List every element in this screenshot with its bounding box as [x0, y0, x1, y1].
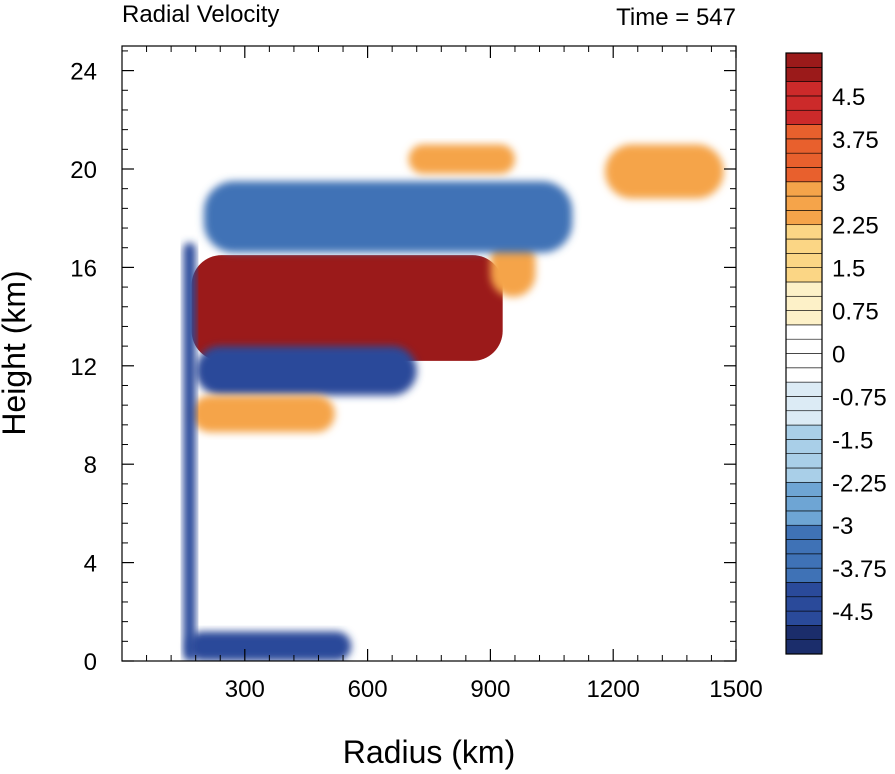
colorbar-bin	[785, 210, 823, 226]
colorbar-bin	[785, 152, 823, 168]
colorbar-bin	[785, 281, 823, 297]
chart-title: Radial Velocity	[122, 1, 279, 28]
colorbar-bin	[785, 310, 823, 326]
colorbar-bin	[785, 253, 823, 268]
colorbar-bin	[785, 109, 823, 125]
colorbar-bin	[785, 524, 823, 540]
colorbar-label: 0.75	[832, 299, 879, 326]
colorbar-label: -4.5	[832, 599, 873, 626]
colorbar-bin	[785, 367, 823, 383]
colorbar-bin	[785, 610, 823, 626]
colorbar-label: -0.75	[832, 384, 887, 411]
y-tick-label: 4	[84, 551, 97, 578]
colorbar-bin	[785, 467, 823, 483]
x-axis-label: Radius (km)	[343, 734, 515, 770]
colorbar-bin	[785, 625, 823, 640]
colorbar-bin	[785, 224, 823, 240]
colorbar-bin	[785, 553, 823, 569]
colorbar-bin	[785, 124, 823, 140]
y-tick-label: 20	[70, 157, 97, 184]
colorbar-bin	[785, 195, 823, 211]
x-tick-label: 900	[470, 676, 510, 703]
x-tick-label: 1500	[709, 676, 762, 703]
colorbar-bin	[785, 324, 823, 340]
colorbar-label: -2.25	[832, 470, 887, 497]
x-tick-label: 1200	[587, 676, 640, 703]
colorbar-bin	[785, 539, 823, 555]
colorbar-bin	[785, 410, 823, 426]
axes: 300 600 900 1200 1500 0 4 8 12 16 20 24	[70, 46, 763, 703]
colorbar-bin	[785, 381, 823, 397]
field-feature	[490, 237, 536, 297]
colorbar-bin	[785, 596, 823, 612]
colorbar-bin	[785, 496, 823, 512]
colorbar-bin	[785, 439, 823, 454]
colorbar-bin	[785, 238, 823, 254]
colorbar-label: -3	[832, 513, 853, 540]
colorbar-bin	[785, 295, 823, 311]
y-tick-label: 12	[70, 354, 97, 381]
plot-frame	[121, 45, 737, 662]
colorbar-bin	[785, 95, 823, 111]
y-tick-label: 0	[84, 649, 97, 676]
colorbar-bin	[785, 353, 823, 369]
y-tick-label: 16	[70, 255, 97, 282]
colorbar-bin	[785, 181, 823, 197]
colorbar-bin	[785, 338, 823, 354]
colorbar-label: 3.75	[832, 127, 879, 154]
field-feature	[187, 631, 352, 661]
colorbar-bin	[785, 481, 823, 497]
y-axis-label: Height (km)	[0, 270, 32, 435]
colorbar-label: 4.5	[832, 84, 865, 111]
colorbar-bin	[785, 396, 823, 412]
colorbar-bin	[785, 582, 823, 598]
field-feature	[191, 255, 503, 361]
colorbar-label: 1.5	[832, 256, 865, 283]
field-feature	[191, 395, 335, 433]
field-feature	[203, 181, 573, 253]
x-tick-label: 300	[225, 676, 265, 703]
time-label: Time = 547	[616, 4, 736, 31]
field-feature	[195, 346, 417, 396]
colorbar-label: -3.75	[832, 556, 887, 583]
field-feature	[408, 144, 515, 174]
velocity-field	[183, 144, 724, 661]
colorbar-bin	[785, 639, 823, 655]
colorbar-bin	[785, 52, 823, 68]
y-tick-label: 24	[70, 59, 97, 86]
colorbar-bin	[785, 67, 823, 82]
colorbar-label: 2.25	[832, 213, 879, 240]
colorbar-bin	[785, 424, 823, 440]
colorbar-label: 0	[832, 342, 845, 369]
colorbar-bin	[785, 81, 823, 97]
field-feature	[605, 144, 724, 199]
colorbar-label: 3	[832, 170, 845, 197]
colorbar-bin	[785, 453, 823, 469]
colorbar: 4.5 3.75 3 2.25 1.5 0.75 0 -0.75 -1.5 -2.25 -3 -3.7…	[785, 52, 887, 655]
colorbar-bin	[785, 267, 823, 283]
y-tick-label: 8	[84, 452, 97, 479]
colorbar-bin	[785, 167, 823, 183]
colorbar-bin	[785, 510, 823, 526]
colorbar-bin	[785, 567, 823, 583]
colorbar-frame	[785, 52, 823, 655]
colorbar-bin	[785, 138, 823, 154]
field-feature	[183, 242, 196, 661]
x-tick-label: 600	[348, 676, 388, 703]
colorbar-label: -1.5	[832, 427, 873, 454]
